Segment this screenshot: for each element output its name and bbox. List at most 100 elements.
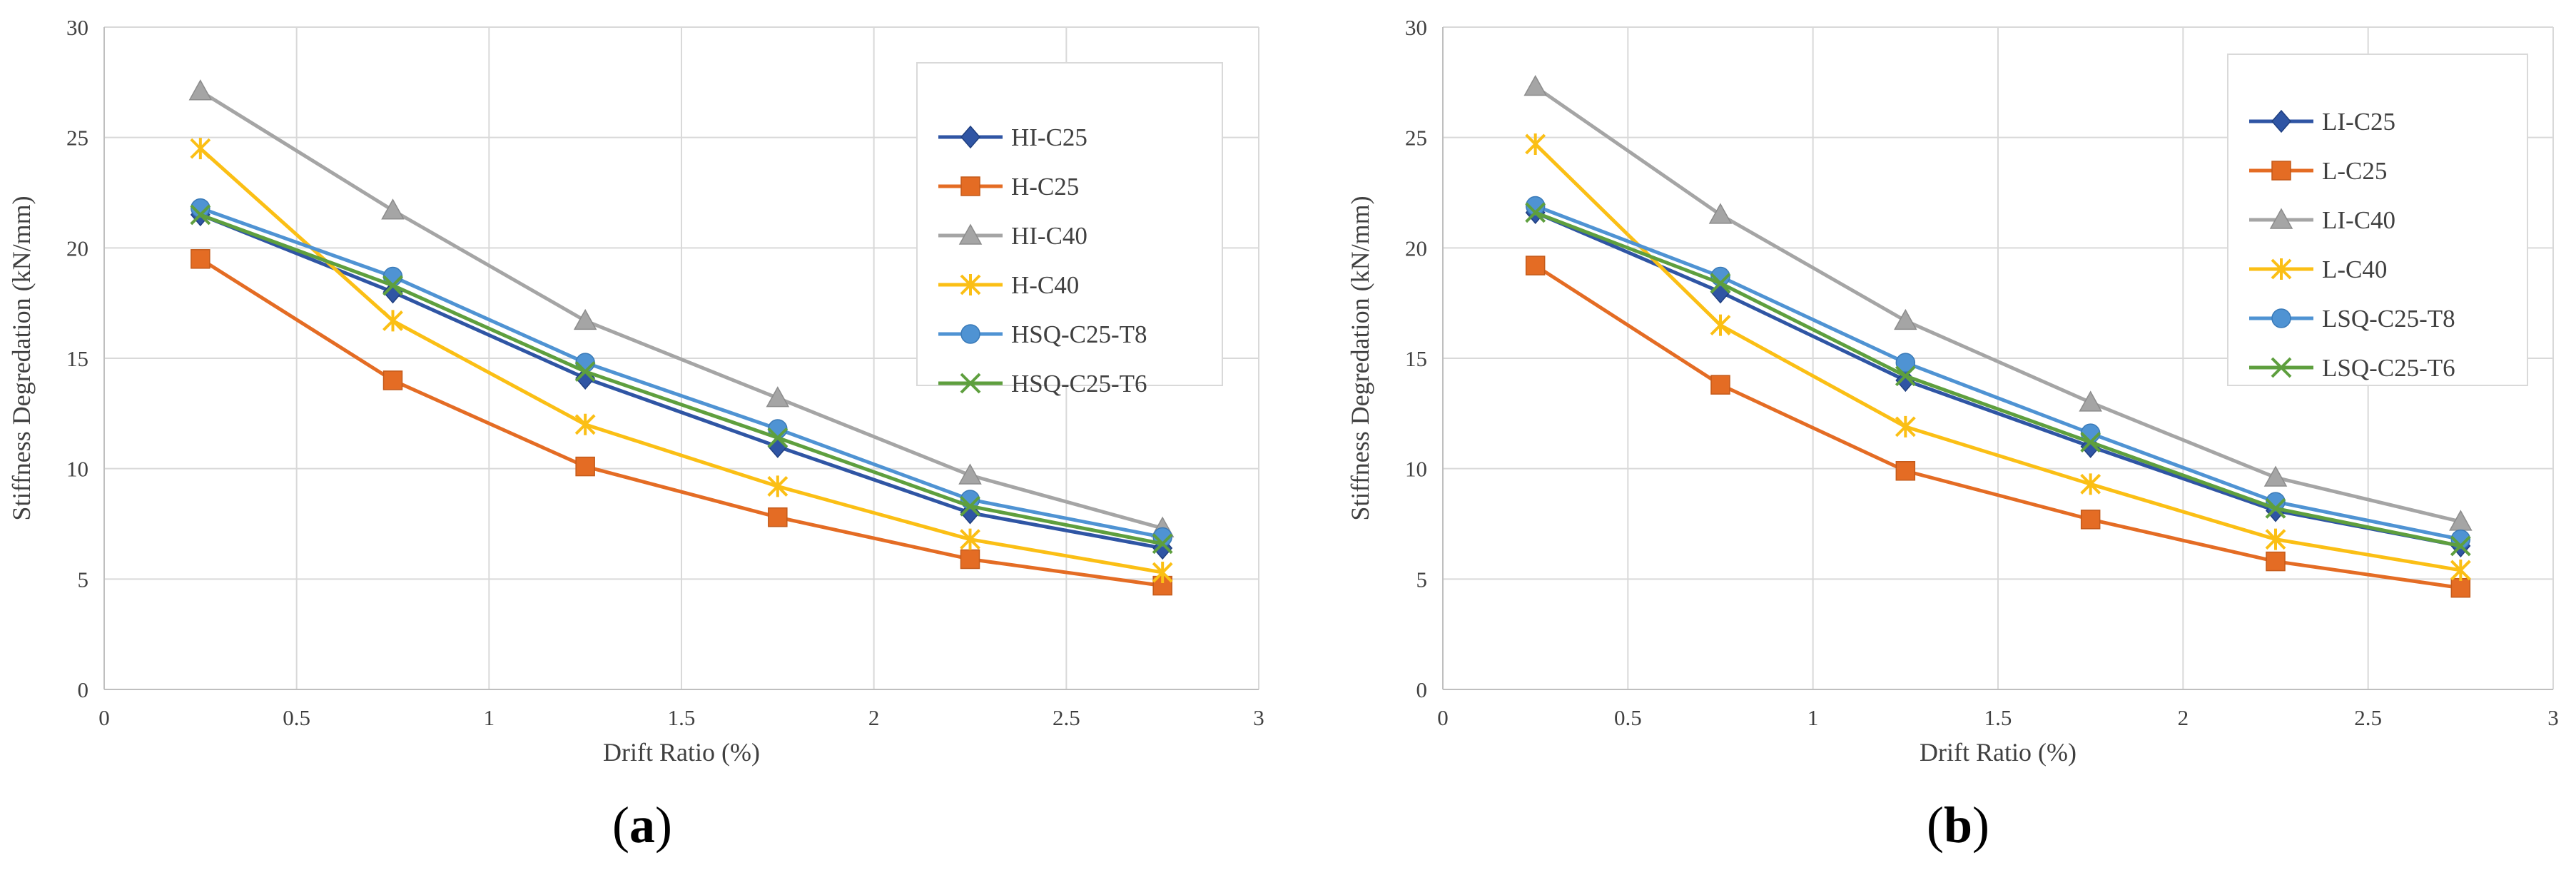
data-point	[2450, 559, 2471, 581]
legend-item: L-C25	[2249, 157, 2387, 185]
legend-label: LSQ-C25-T6	[2322, 354, 2455, 382]
data-point	[191, 198, 211, 218]
legend-marker	[960, 125, 980, 149]
data-point	[191, 249, 211, 269]
data-point	[767, 427, 788, 448]
legend-label: HSQ-C25-T8	[1011, 320, 1147, 348]
legend-marker	[960, 176, 980, 196]
y-tick-label: 30	[66, 15, 88, 40]
data-point	[1523, 74, 1547, 96]
y-tick-label: 10	[66, 457, 88, 482]
data-point	[190, 138, 211, 160]
legend-item: LSQ-C25-T6	[2249, 354, 2455, 382]
data-point	[2450, 535, 2471, 557]
y-tick-label: 0	[1416, 677, 1428, 702]
data-point	[382, 275, 403, 296]
series-line	[1534, 263, 2461, 590]
legend-label: LSQ-C25-T8	[2322, 305, 2455, 333]
data-point	[767, 475, 788, 497]
legend: LI-C25 L-C25 LI-C40 L-C40 LSQ-C25-T8 LSQ-C25-…	[2227, 54, 2528, 386]
y-tick-label: 20	[1405, 236, 1427, 261]
panel-label-open: (	[1927, 796, 1944, 854]
legend-item: H-C25	[938, 173, 1079, 201]
x-tick-label: 0	[1437, 705, 1449, 730]
series-line	[1533, 143, 2461, 572]
data-point	[1894, 308, 1917, 330]
x-tick-label: 2	[868, 705, 880, 730]
series-line	[199, 213, 1163, 550]
data-point	[1895, 353, 1916, 373]
chart-panel-a: 0 5 10 15 20 25 30 0 0.5 1 1.5 2 2.5 3 Drift Ratio (%)…	[7, 15, 1264, 854]
data-point	[190, 204, 211, 226]
data-point	[381, 198, 405, 220]
legend-item: LI-C40	[2249, 206, 2395, 234]
series-line	[199, 257, 1163, 588]
y-tick-label: 5	[78, 567, 89, 592]
legend-label: L-C25	[2322, 157, 2387, 185]
legend-item: HI-C25	[938, 123, 1087, 151]
panel-label: (a)	[612, 796, 672, 854]
legend-marker	[2271, 357, 2292, 378]
y-tick-label: 20	[66, 236, 88, 261]
legend-item: HI-C40	[938, 222, 1087, 250]
y-tick-label: 15	[1405, 346, 1427, 371]
y-tick-label: 5	[1416, 567, 1428, 592]
data-point	[574, 413, 596, 435]
data-point	[2266, 551, 2286, 572]
data-point	[2079, 390, 2102, 412]
x-tick-label: 1	[1807, 705, 1819, 730]
data-point	[2265, 497, 2286, 519]
x-tick-label: 2.5	[2354, 705, 2382, 730]
legend-marker	[2271, 109, 2291, 133]
legend-label: HI-C25	[1011, 123, 1087, 151]
x-tick-label: 0.5	[1614, 705, 1642, 730]
data-point	[766, 386, 790, 408]
y-axis-title: Stiffness Degredation (kN/mm)	[7, 196, 36, 520]
data-point	[1895, 415, 1916, 438]
data-point	[960, 549, 980, 570]
series-L-C40	[1525, 133, 2471, 581]
x-tick-label: 1	[484, 705, 495, 730]
legend-item: H-C40	[938, 271, 1079, 299]
y-tick-label: 15	[66, 346, 88, 371]
legend-marker	[2271, 258, 2292, 280]
x-tick-label: 0	[98, 705, 110, 730]
series-H-C40	[190, 138, 1173, 584]
x-tick-label: 2	[2178, 705, 2189, 730]
legend-label: HSQ-C25-T6	[1011, 370, 1147, 398]
legend-label: H-C40	[1011, 271, 1079, 299]
legend-marker	[960, 324, 980, 344]
data-point	[382, 310, 403, 332]
series-line	[1534, 85, 2461, 524]
panel-label-open: (	[612, 796, 629, 854]
series-line	[199, 206, 1163, 540]
legend-item: LI-C25	[2249, 108, 2395, 136]
legend-marker	[960, 373, 981, 394]
series-LSQ-C25-T6	[1525, 202, 2471, 557]
legend-label: LI-C25	[2322, 108, 2395, 136]
series-L-C25	[1525, 256, 2471, 598]
data-point	[1710, 375, 1730, 395]
series-line	[199, 89, 1163, 530]
data-point	[1525, 133, 1546, 155]
x-axis-title: Drift Ratio (%)	[603, 738, 760, 767]
legend-marker	[2271, 308, 2291, 328]
x-tick-label: 3	[1253, 705, 1264, 730]
y-tick-label: 10	[1405, 457, 1427, 482]
data-point	[1152, 562, 1173, 584]
legend-marker	[960, 274, 981, 295]
data-point	[2080, 473, 2101, 495]
panel-label: (b)	[1927, 796, 1989, 854]
series-line	[199, 147, 1163, 575]
panel-label-close: )	[1972, 796, 1989, 854]
legend-label: HI-C40	[1011, 222, 1087, 250]
series-line	[1534, 204, 2461, 542]
data-point	[958, 463, 982, 485]
legend-marker	[2269, 208, 2293, 229]
legend-item: HSQ-C25-T6	[938, 370, 1147, 398]
series-line	[199, 213, 1163, 546]
data-point	[1895, 461, 1916, 481]
y-tick-label: 30	[1405, 15, 1427, 40]
data-point	[1710, 314, 1731, 336]
legend-marker	[2271, 161, 2291, 181]
